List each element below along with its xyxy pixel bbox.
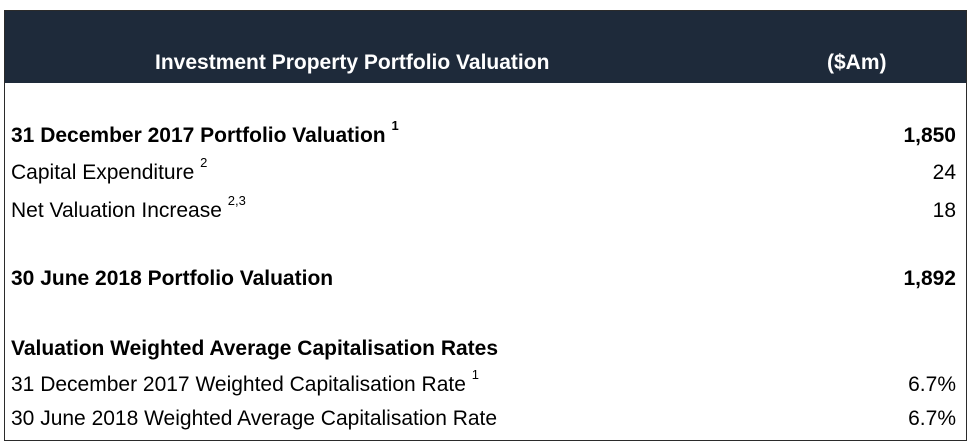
table-row: 31 December 2017 Portfolio Valuation 1 1…: [5, 119, 966, 154]
table-header: Investment Property Portfolio Valuation …: [5, 11, 966, 83]
row-value: 1,850: [903, 124, 956, 147]
table-row: 30 June 2018 Portfolio Valuation 1,892: [5, 267, 966, 297]
row-label: 30 June 2018 Weighted Average Capitalisa…: [11, 407, 498, 430]
unit-label: ($Am): [827, 51, 887, 74]
valuation-table: Investment Property Portfolio Valuation …: [4, 10, 967, 441]
footnote-marker: 2,3: [227, 193, 246, 208]
row-label: 31 December 2017 Portfolio Valuation: [11, 124, 386, 147]
cap-rates-heading: Valuation Weighted Average Capitalisatio…: [11, 337, 499, 360]
section-heading: Valuation Weighted Average Capitalisatio…: [5, 337, 966, 367]
table-row: Net Valuation Increase 2,3 18: [5, 194, 966, 229]
footnote-marker: 1: [471, 367, 479, 382]
row-label: 31 December 2017 Weighted Capitalisation…: [11, 373, 466, 396]
footnote-marker: 2: [200, 155, 208, 170]
row-value: 6.7%: [908, 373, 956, 396]
row-value: 1,892: [903, 267, 956, 290]
row-label: Capital Expenditure: [11, 161, 195, 184]
row-label: 30 June 2018 Portfolio Valuation: [11, 267, 334, 290]
footnote-marker: 1: [391, 118, 399, 133]
row-value: 24: [932, 161, 956, 184]
table-title: Investment Property Portfolio Valuation: [155, 51, 550, 74]
table-row: 30 June 2018 Weighted Average Capitalisa…: [5, 407, 966, 437]
row-value: 6.7%: [908, 407, 956, 430]
table-row: 31 December 2017 Weighted Capitalisation…: [5, 368, 966, 403]
row-value: 18: [932, 199, 956, 222]
table-row: Capital Expenditure 2 24: [5, 156, 966, 191]
row-label: Net Valuation Increase: [11, 199, 222, 222]
